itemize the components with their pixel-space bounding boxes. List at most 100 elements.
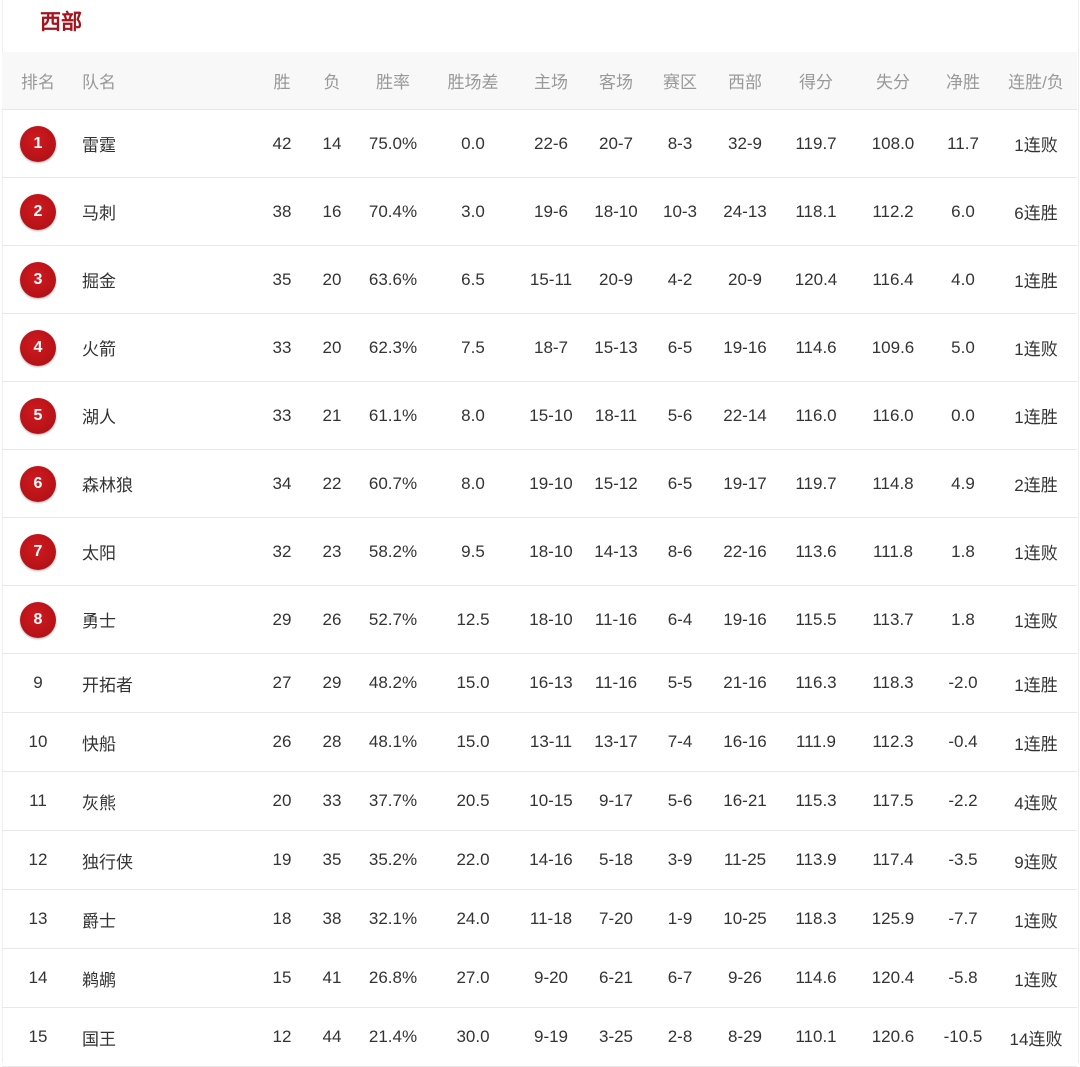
cell-wins: 12 <box>272 1027 292 1046</box>
cell-points-for: 111.9 <box>795 732 837 751</box>
cell-conference: 19-16 <box>723 337 767 357</box>
table-row[interactable]: 5 湖人 33 21 61.1% 8.0 15-10 18-11 5-6 22-14 116.0 11… <box>2 382 1077 450</box>
cell-rank: 3 <box>2 261 74 298</box>
cell-home: 15-10 <box>529 405 573 425</box>
rank-badge: 7 <box>20 533 56 570</box>
cell-division: 10-3 <box>662 201 698 221</box>
cell-team: 勇士 <box>82 612 116 631</box>
cell-games-behind: 22.0 <box>456 850 490 869</box>
table-row[interactable]: 4 火箭 33 20 62.3% 7.5 18-7 15-13 6-5 19-16 114.6 109… <box>2 314 1077 382</box>
cell-team: 火箭 <box>82 340 116 359</box>
cell-home: 15-11 <box>529 269 573 289</box>
cell-losses: 44 <box>322 1027 342 1046</box>
cell-games-behind: 12.5 <box>456 609 490 629</box>
cell-wins: 34 <box>272 473 292 493</box>
cell-conference: 10-25 <box>723 909 767 928</box>
cell-conference: 22-16 <box>723 541 767 561</box>
header-team: 队名 <box>82 73 116 92</box>
conference-title: 西部 <box>40 11 82 34</box>
cell-streak: 1连败 <box>1014 340 1058 359</box>
cell-games-behind: 6.5 <box>461 269 485 289</box>
cell-net: 0.0 <box>951 405 975 425</box>
cell-division: 6-7 <box>667 968 693 987</box>
rank-badge: 8 <box>20 601 56 638</box>
cell-win-pct: 70.4% <box>368 201 418 221</box>
cell-losses: 16 <box>322 201 342 221</box>
cell-team: 掘金 <box>82 272 116 291</box>
cell-net: -2.0 <box>948 673 978 692</box>
cell-wins: 32 <box>272 541 292 561</box>
cell-games-behind: 8.0 <box>461 473 485 493</box>
table-row[interactable]: 3 掘金 35 20 63.6% 6.5 15-11 20-9 4-2 20-9 120.4 116.… <box>2 246 1077 314</box>
cell-win-pct: 75.0% <box>368 133 418 153</box>
cell-wins: 15 <box>272 968 292 987</box>
rank-badge: 2 <box>20 193 56 230</box>
cell-rank: 7 <box>2 533 74 570</box>
cell-division: 4-2 <box>667 269 693 289</box>
cell-streak: 9连败 <box>1014 852 1058 872</box>
cell-home: 18-10 <box>529 541 573 561</box>
cell-wins: 38 <box>272 201 292 221</box>
table-row[interactable]: 11 灰熊 20 33 37.7% 20.5 10-15 9-17 5-6 16-21 115.3 1… <box>2 772 1077 831</box>
cell-conference: 22-14 <box>723 405 767 425</box>
cell-division: 1-9 <box>667 909 693 928</box>
cell-division: 5-6 <box>667 791 693 810</box>
cell-losses: 21 <box>322 405 342 425</box>
rank-badge: 6 <box>20 465 56 502</box>
cell-streak: 1连败 <box>1014 911 1058 931</box>
table-row[interactable]: 1 雷霆 42 14 75.0% 0.0 22-6 20-7 8-3 32-9 119.7 108.0… <box>2 110 1077 178</box>
header-streak: 连胜/负 <box>1008 73 1064 92</box>
cell-conference: 16-21 <box>723 791 767 810</box>
cell-home: 9-19 <box>533 1027 569 1046</box>
cell-games-behind: 7.5 <box>461 337 485 357</box>
cell-home: 19-10 <box>529 473 573 493</box>
cell-wins: 33 <box>272 405 292 425</box>
cell-points-for: 116.3 <box>795 673 837 692</box>
cell-net: -7.7 <box>948 909 978 928</box>
cell-team: 雷霆 <box>82 136 116 155</box>
cell-away: 5-18 <box>598 850 634 869</box>
cell-rank: 14 <box>28 968 48 987</box>
header-points-against: 失分 <box>876 73 910 92</box>
cell-division: 5-6 <box>667 405 693 425</box>
cell-home: 16-13 <box>529 673 573 692</box>
cell-net: -10.5 <box>943 1027 983 1046</box>
cell-losses: 20 <box>322 269 342 289</box>
cell-wins: 33 <box>272 337 292 357</box>
table-row[interactable]: 14 鹈鹕 15 41 26.8% 27.0 9-20 6-21 6-7 9-26 114.6 120… <box>2 949 1077 1008</box>
cell-win-pct: 35.2% <box>368 850 418 869</box>
cell-losses: 41 <box>322 968 342 987</box>
cell-conference: 20-9 <box>727 269 763 289</box>
table-row[interactable]: 10 快船 26 28 48.1% 15.0 13-11 13-17 7-4 16-16 111.9… <box>2 713 1077 772</box>
cell-rank: 6 <box>2 465 74 502</box>
header-rank: 排名 <box>21 73 55 92</box>
cell-points-against: 116.4 <box>872 269 914 289</box>
cell-streak: 1连胜 <box>1014 408 1058 427</box>
cell-win-pct: 61.1% <box>368 405 418 425</box>
table-row[interactable]: 15 国王 12 44 21.4% 30.0 9-19 3-25 2-8 8-29 110.1 120… <box>2 1008 1077 1067</box>
header-division: 赛区 <box>663 73 697 92</box>
table-header: 排名 队名 胜 负 胜率 胜场差 主场 客场 赛区 西部 得分 失分 净胜 连胜/负 <box>2 52 1077 110</box>
table-row[interactable]: 9 开拓者 27 29 48.2% 15.0 16-13 11-16 5-5 21-16 116.3… <box>2 654 1077 713</box>
cell-team: 爵士 <box>82 911 116 931</box>
table-row[interactable]: 2 马刺 38 16 70.4% 3.0 19-6 18-10 10-3 24-13 118.1 11… <box>2 178 1077 246</box>
table-row[interactable]: 7 太阳 32 23 58.2% 9.5 18-10 14-13 8-6 22-16 113.6 11… <box>2 518 1077 586</box>
header-conference: 西部 <box>728 73 762 92</box>
cell-win-pct: 60.7% <box>368 473 418 493</box>
cell-win-pct: 26.8% <box>368 968 418 987</box>
cell-streak: 1连败 <box>1014 544 1058 563</box>
cell-points-against: 117.5 <box>872 791 914 810</box>
table-row[interactable]: 6 森林狼 34 22 60.7% 8.0 19-10 15-12 6-5 19-17 119.7 1… <box>2 450 1077 518</box>
table-row[interactable]: 8 勇士 29 26 52.7% 12.5 18-10 11-16 6-4 19-16 115.5 1… <box>2 586 1077 654</box>
cell-division: 7-4 <box>667 732 693 751</box>
cell-away: 3-25 <box>598 1027 634 1046</box>
header-games-behind: 胜场差 <box>447 73 499 92</box>
table-row[interactable]: 12 独行侠 19 35 35.2% 22.0 14-16 5-18 3-9 11-25 113.9… <box>2 831 1077 890</box>
cell-conference: 16-16 <box>723 732 767 751</box>
table-row[interactable]: 13 爵士 18 38 32.1% 24.0 11-18 7-20 1-9 10-25 118.3 1… <box>2 890 1077 949</box>
cell-home: 18-7 <box>533 337 569 357</box>
cell-wins: 26 <box>272 732 292 751</box>
cell-division: 8-3 <box>667 133 693 153</box>
cell-team: 灰熊 <box>82 793 116 813</box>
